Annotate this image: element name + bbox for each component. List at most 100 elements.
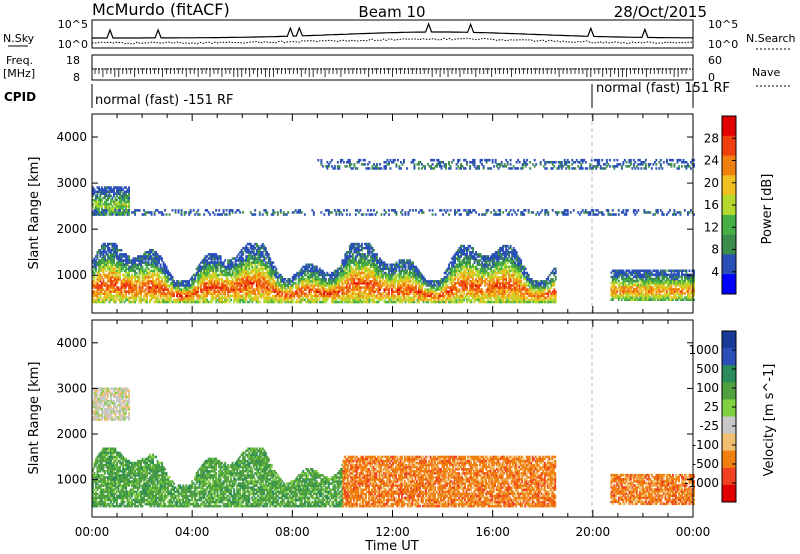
echo-cell <box>222 290 225 293</box>
echo-cell <box>144 294 147 298</box>
echo-cell <box>158 257 160 260</box>
echo-cell <box>191 296 194 300</box>
echo-cell <box>234 290 237 293</box>
echo-cell <box>134 259 136 262</box>
echo-cell <box>144 269 147 273</box>
echo-cell <box>185 298 188 302</box>
echo-cell <box>168 298 171 302</box>
echo-cell <box>386 263 389 266</box>
echo-cell <box>224 298 227 302</box>
nsky-series <box>92 22 693 39</box>
echo-cell <box>237 284 240 287</box>
echo-cell <box>213 271 216 275</box>
echo-cell <box>203 284 206 287</box>
echo-cell <box>198 275 201 279</box>
echo-cell <box>177 300 180 304</box>
echo-cell <box>194 278 197 281</box>
echo-cell <box>141 255 144 258</box>
echo-cell <box>240 290 243 293</box>
echo-cell <box>104 265 106 269</box>
echo-cell <box>129 300 132 304</box>
echo-cell <box>243 263 246 266</box>
echo-cell <box>99 294 102 298</box>
echo-cell <box>186 296 189 300</box>
echo-cell <box>188 292 191 295</box>
echo-cell <box>216 294 219 298</box>
echo-cell <box>144 292 147 295</box>
echo-cell <box>113 284 115 287</box>
echo-cell <box>222 265 225 269</box>
echo-cell <box>141 259 144 262</box>
echo-cell <box>219 298 222 302</box>
echo-cell <box>158 255 160 258</box>
echo-cell <box>167 284 169 287</box>
echo-cell <box>212 263 215 266</box>
echo-cell <box>93 280 96 283</box>
echo-cell <box>117 255 120 258</box>
echo-cell <box>117 298 120 302</box>
echo-cell <box>108 286 111 289</box>
echo-cell <box>104 251 106 254</box>
echo-cell <box>165 286 168 289</box>
echo-cell <box>93 292 96 295</box>
echo-cell <box>189 294 192 298</box>
echo-cell <box>240 284 243 287</box>
echo-cell <box>153 257 156 260</box>
echo-cell <box>222 282 225 285</box>
echo-cell <box>107 257 109 260</box>
echo-cell <box>206 273 209 277</box>
echo-cell <box>216 280 219 283</box>
echo-cell <box>192 292 195 295</box>
echo-cell <box>122 273 124 277</box>
echo-cell <box>152 292 154 295</box>
echo-cell <box>185 286 188 289</box>
echo-cell <box>113 242 115 246</box>
echo-cell <box>92 280 94 283</box>
echo-cell <box>123 263 126 266</box>
echo-cell <box>242 290 245 293</box>
echo-cell <box>204 286 207 289</box>
echo-cell <box>186 290 189 293</box>
echo-cell <box>186 284 189 287</box>
echo-cell <box>95 292 97 295</box>
echo-cell <box>134 263 136 266</box>
echo-cell <box>212 298 215 302</box>
echo-cell <box>125 286 127 289</box>
echo-cell <box>233 286 236 289</box>
echo-cell <box>210 273 213 277</box>
echo-cell <box>120 257 123 260</box>
echo-cell <box>147 261 150 264</box>
echo-cell <box>95 267 97 271</box>
echo-cell <box>138 263 141 266</box>
echo-cell <box>144 278 147 281</box>
echo-cell <box>155 265 157 269</box>
echo-cell <box>174 288 177 291</box>
echo-cell <box>197 278 200 281</box>
echo-cell <box>230 288 233 291</box>
echo-cell <box>99 273 102 277</box>
echo-cell <box>224 269 227 273</box>
echo-cell <box>189 286 192 289</box>
echo-cell <box>231 288 234 291</box>
echo-cell <box>164 288 166 291</box>
echo-cell <box>155 286 157 289</box>
echo-cell <box>153 265 156 269</box>
echo-cell <box>110 269 112 273</box>
echo-cell <box>159 255 162 258</box>
echo-cell <box>191 292 194 295</box>
echo-cell <box>146 296 148 300</box>
echo-cell <box>122 265 124 269</box>
echo-cell <box>179 282 181 285</box>
echo-cell <box>104 296 106 300</box>
echo-cell <box>174 282 177 285</box>
echo-cell <box>164 298 166 302</box>
echo-cell <box>170 292 172 295</box>
echo-cell <box>231 263 234 266</box>
echo-cell <box>204 290 207 293</box>
echo-cell <box>234 257 237 260</box>
echo-cell <box>239 259 242 262</box>
echo-cell <box>155 298 157 302</box>
echo-cell <box>155 280 157 283</box>
echo-cell <box>245 244 248 248</box>
echo-cell <box>189 292 192 295</box>
